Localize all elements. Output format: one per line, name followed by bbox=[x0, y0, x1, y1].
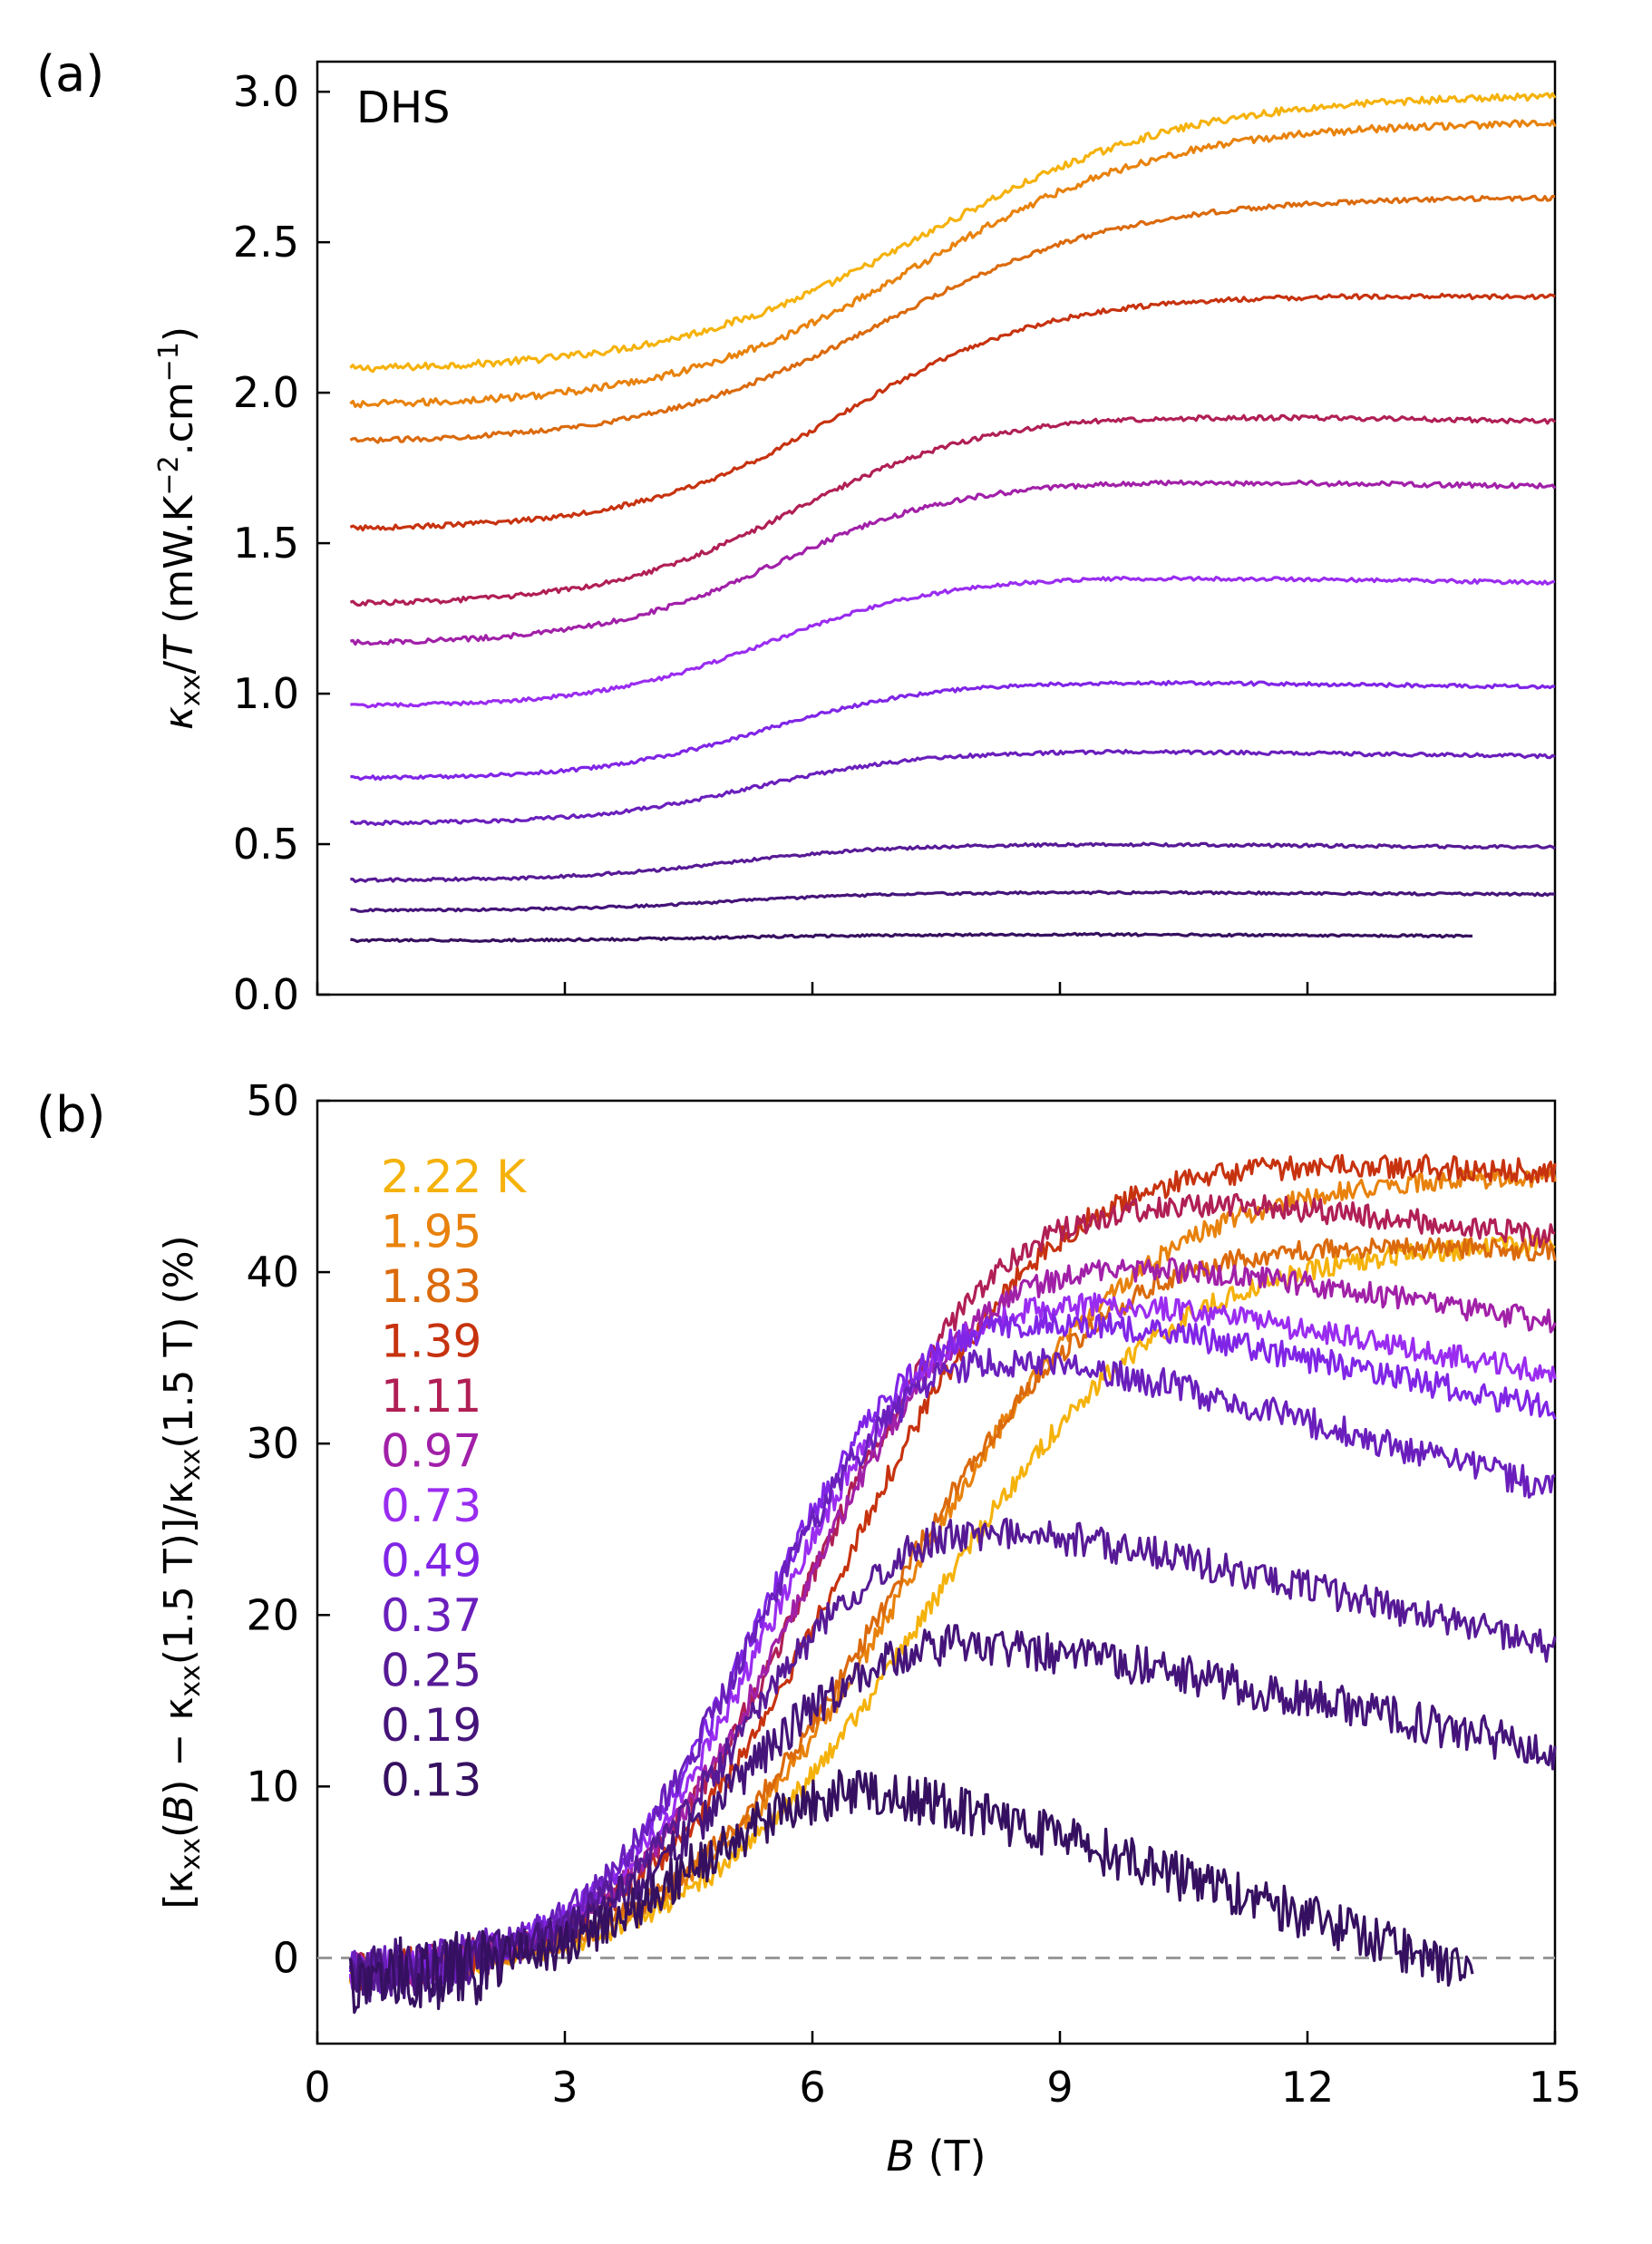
panel-a-ylabel-part-8: ) bbox=[156, 326, 202, 342]
panel-a: (a) DHS 0.0 0.5 1.0 1.5 2.0 2.5 3.0 κxx/T (mW.K−2… bbox=[36, 45, 1557, 1019]
panel-a-ylabel-part-3: T bbox=[156, 634, 202, 661]
panel-b-xtick-label-1: 3 bbox=[551, 2063, 578, 2112]
legend-entry-0-19: 0.19 bbox=[381, 1699, 481, 1752]
panel-a-ylabel: κxx/T (mW.K−2.cm−1) bbox=[153, 326, 207, 730]
panel-b-xtick-label-4: 12 bbox=[1281, 2063, 1335, 2112]
panel-a-ylabel-part-1: xx bbox=[175, 675, 207, 707]
panel-a-series-1-11 bbox=[349, 413, 1557, 607]
panel-b-xtick-label-2: 6 bbox=[799, 2063, 825, 2112]
panel-a-annotation: DHS bbox=[356, 83, 451, 133]
panel-b-ylabel: [κxx(B) − κxx(1.5 T)]/κxx(1.5 T) (%) bbox=[156, 1235, 207, 1909]
panel-a-series-0-49 bbox=[350, 679, 1556, 782]
panel-a-ylabel-part-0: κ bbox=[156, 706, 202, 730]
panel-a-series-0-13 bbox=[350, 931, 1472, 944]
panel-b-ylabel-part-3: B bbox=[156, 1795, 202, 1822]
panel-a-series-1-83 bbox=[349, 194, 1556, 444]
panel-b-ytick-label-0: 0 bbox=[273, 1933, 299, 1982]
panel-b-xtick-label-3: 9 bbox=[1046, 2063, 1073, 2112]
legend-entry-0-13: 0.13 bbox=[381, 1754, 481, 1807]
panel-b-series-0-37 bbox=[348, 1347, 1556, 1996]
panel-b-ytick-label-5: 50 bbox=[246, 1076, 299, 1125]
panel-b-ylabel-part-8: (1.5 T) (%) bbox=[156, 1235, 202, 1448]
panel-a-ylabel-part-5: −2 bbox=[153, 455, 185, 495]
legend-entry-0-73: 0.73 bbox=[381, 1480, 481, 1532]
panel-a-ylabel-part-7: −1 bbox=[153, 342, 185, 382]
panel-b-series-0-49 bbox=[348, 1308, 1557, 1995]
panel-a-ylabel-part-4: (mW.K bbox=[156, 494, 202, 636]
legend-entry-1-83: 1.83 bbox=[381, 1260, 481, 1313]
panel-b-series-0-13 bbox=[348, 1769, 1474, 2015]
panel-a-ytick-label-3: 1.5 bbox=[233, 519, 299, 568]
legend-entry-1-11: 1.11 bbox=[381, 1370, 481, 1423]
panel-b-ytick-label-2: 20 bbox=[246, 1590, 299, 1639]
panel-b-ytick-label-1: 10 bbox=[246, 1762, 299, 1811]
panel-b-ytick-label-3: 30 bbox=[246, 1419, 299, 1468]
panel-a-series-0-37 bbox=[350, 749, 1556, 827]
panel-b-xlabel-part-0: B bbox=[886, 2132, 915, 2181]
panel-a-ylabel-part-2: / bbox=[156, 661, 202, 675]
panel-b-ylabel-part-5: xx bbox=[175, 1665, 207, 1697]
panel-a-series-0-25 bbox=[350, 841, 1556, 883]
panel-a-ytick-label-4: 2.0 bbox=[233, 368, 299, 417]
legend-entry-1-95: 1.95 bbox=[381, 1206, 481, 1258]
panel-b-series-0-19 bbox=[348, 1624, 1557, 2003]
panel-b-xtick-label-0: 0 bbox=[304, 2063, 330, 2112]
panel-b-ylabel-part-7: xx bbox=[175, 1449, 207, 1481]
panel-a-series-0-97 bbox=[349, 479, 1557, 646]
panel-a-ylabel-part-6: .cm bbox=[156, 382, 202, 455]
panel-b-xlabel-part-1: (T) bbox=[915, 2132, 986, 2181]
panel-a-ytick-label-1: 0.5 bbox=[233, 820, 299, 869]
panel-a-label: (a) bbox=[36, 45, 104, 102]
legend-entry-0-97: 0.97 bbox=[381, 1425, 481, 1478]
legend-entry-1-39: 1.39 bbox=[381, 1316, 481, 1368]
panel-b-label: (b) bbox=[36, 1086, 105, 1143]
legend-entry-0-49: 0.49 bbox=[381, 1535, 481, 1588]
panel-b-series-0-25 bbox=[348, 1517, 1557, 1998]
panel-b-ylabel-part-0: [κ bbox=[156, 1870, 202, 1909]
panel-a-series-1-95 bbox=[349, 119, 1557, 409]
panel-a-ytick-label-2: 1.0 bbox=[233, 669, 299, 718]
panel-b-xlabel: B (T) bbox=[886, 2132, 986, 2181]
panel-a-series-2-22-K bbox=[349, 92, 1557, 374]
panel-b-ylabel-part-6: (1.5 T)]/κ bbox=[156, 1481, 202, 1665]
panel-a-ytick-label-6: 3.0 bbox=[233, 67, 299, 116]
panel-b-ylabel-part-2: ( bbox=[156, 1822, 202, 1838]
panel-a-frame bbox=[316, 60, 1557, 996]
panel-b-xtick-label-5: 15 bbox=[1529, 2063, 1582, 2112]
panel-a-ytick-label-5: 2.5 bbox=[233, 218, 299, 267]
panel-b-frame bbox=[316, 1099, 1557, 2045]
panel-b-series-1-39 bbox=[348, 1153, 1557, 1991]
legend-entry-0-25: 0.25 bbox=[381, 1645, 481, 1697]
panel-a-series-0-73 bbox=[350, 575, 1556, 709]
legend-entry-2-22-K: 2.22 K bbox=[381, 1151, 527, 1203]
panel-a-series-0-19 bbox=[350, 889, 1556, 913]
legend-entry-0-37: 0.37 bbox=[381, 1589, 481, 1642]
panel-b-series-1-11 bbox=[349, 1192, 1556, 1987]
panel-b-ylabel-part-4: ) − κ bbox=[156, 1697, 202, 1795]
panel-b-ylabel-part-1: xx bbox=[175, 1838, 207, 1870]
panel-a-ytick-label-0: 0.0 bbox=[233, 970, 299, 1019]
panel-b-ytick-label-4: 40 bbox=[246, 1248, 299, 1297]
panel-a-series-1-39 bbox=[349, 292, 1556, 532]
